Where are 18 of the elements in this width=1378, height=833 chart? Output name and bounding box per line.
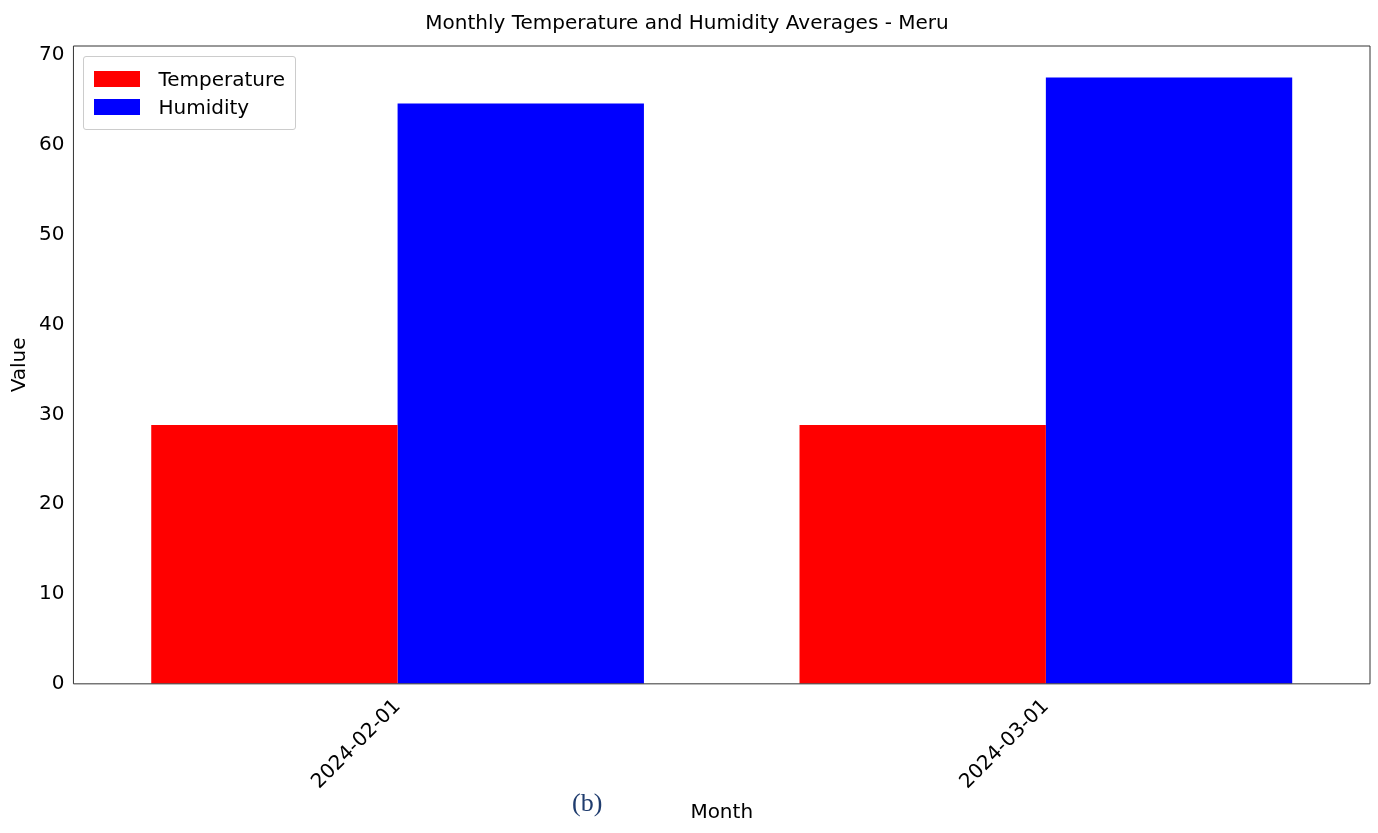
y-axis-title: Value: [6, 337, 31, 393]
y-tick-label: 0: [51, 670, 65, 695]
x-axis-title: Month: [690, 799, 754, 824]
y-tick-label: 20: [39, 490, 65, 515]
text: (b): [572, 788, 603, 818]
legend-label: Temperature: [158, 67, 286, 91]
y-tick-label: 10: [39, 580, 65, 605]
y-tick-label: 70: [39, 41, 65, 66]
y-tick-label: 60: [39, 131, 65, 156]
y-tick-label: 40: [39, 310, 65, 335]
y-tick-label: 50: [39, 220, 65, 245]
y-tick-label: 30: [39, 400, 65, 425]
bar: [1045, 77, 1293, 684]
chart-title: Monthly Temperature and Humidity Averages - Meru: [425, 10, 949, 35]
legend-label: Humidity: [158, 95, 250, 119]
bar: [799, 425, 1046, 684]
bar: [397, 103, 644, 684]
bar: [151, 425, 398, 684]
